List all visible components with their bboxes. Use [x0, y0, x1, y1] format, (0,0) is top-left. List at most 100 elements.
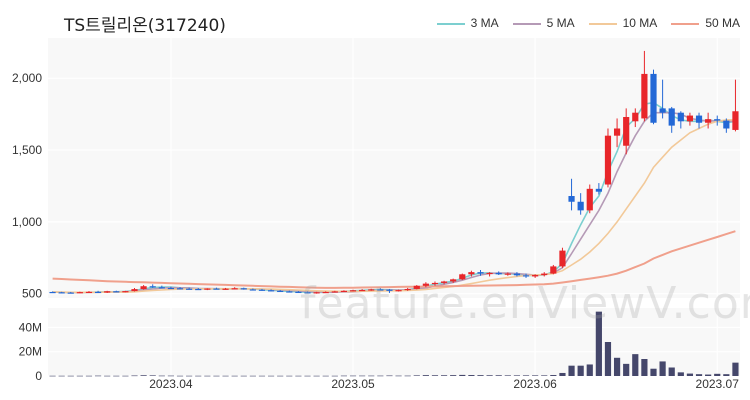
volume-bar: [413, 375, 420, 376]
candle-up: [140, 286, 147, 290]
volume-bar: [695, 374, 703, 376]
price-plot-area: [48, 38, 740, 298]
volume-bar: [431, 375, 439, 376]
volume-bar: [705, 374, 712, 376]
candle-down: [513, 273, 521, 276]
candle-up: [705, 119, 712, 123]
candle-down: [304, 292, 311, 294]
candle-down: [659, 108, 666, 113]
candle-up: [686, 115, 694, 122]
chart-legend: 3 MA 5 MA 10 MA 50 MA: [423, 16, 740, 30]
volume-bar: [113, 375, 120, 377]
volume-bar: [550, 375, 557, 376]
candle-down: [277, 290, 284, 293]
candle-down: [650, 73, 657, 123]
candle-down: [477, 272, 484, 274]
volume-bar: [104, 375, 111, 377]
legend-item: 3 MA: [436, 16, 499, 30]
volume-bar: [322, 375, 329, 377]
candle-down: [94, 291, 102, 294]
volume-bar: [58, 375, 65, 377]
volume-bar: [440, 375, 448, 376]
volume-bar: [450, 375, 457, 376]
candle-down: [258, 289, 266, 291]
candle-down: [568, 196, 575, 202]
candle-up: [340, 290, 348, 293]
volume-bar: [732, 362, 739, 376]
candle-up: [322, 291, 329, 294]
candle-up: [604, 135, 612, 185]
volume-bar: [659, 361, 666, 376]
volume-bar: [240, 375, 247, 377]
candle-up: [440, 281, 448, 283]
volume-bar: [541, 375, 548, 376]
candle-down: [176, 288, 184, 290]
volume-bar: [404, 375, 411, 377]
candle-up: [422, 283, 429, 286]
candle-up: [541, 273, 548, 276]
volume-bar: [714, 373, 721, 376]
candle-up: [732, 111, 739, 130]
volume-bar: [723, 374, 730, 376]
volume-bar: [559, 372, 566, 376]
legend-label: 10 MA: [622, 16, 658, 30]
candle-up: [368, 289, 375, 291]
volume-bar: [313, 375, 320, 377]
candle-up: [559, 250, 566, 267]
volume-bar: [641, 359, 648, 376]
candle-up: [431, 282, 439, 285]
candle-up: [623, 117, 630, 146]
legend-label: 3 MA: [470, 16, 499, 30]
volume-bar: [213, 375, 220, 377]
candle-down: [213, 288, 220, 290]
x-tick-label: 2023.05: [331, 377, 375, 391]
candle-down: [158, 287, 165, 289]
volume-bar: [422, 375, 429, 376]
legend-item: 50 MA: [671, 16, 740, 30]
candle-down: [386, 289, 393, 291]
price-y-tick-label: 500: [22, 287, 42, 301]
candle-up: [359, 289, 366, 292]
candle-down: [522, 275, 530, 277]
volume-bar: [522, 375, 530, 376]
candle-down: [668, 108, 675, 126]
candle-up: [76, 292, 83, 294]
volume-bar: [204, 375, 211, 377]
x-tick-label: 2023.07: [696, 377, 740, 391]
candle-up: [632, 112, 639, 122]
candle-up: [131, 289, 138, 292]
candle-up: [413, 285, 420, 289]
volume-bar: [495, 375, 502, 376]
candle-down: [495, 272, 502, 275]
candle-down: [267, 290, 275, 292]
watermark: feature.enViewV.com: [300, 278, 750, 329]
candle-up: [641, 73, 648, 119]
candle-up: [349, 290, 357, 292]
volume-bar: [532, 375, 539, 376]
candle-up: [395, 290, 402, 292]
candle-up: [613, 128, 621, 136]
volume-bar: [395, 375, 402, 377]
legend-label: 5 MA: [546, 16, 575, 30]
candle-down: [186, 288, 193, 290]
volume-bar: [632, 354, 639, 376]
legend-label: 50 MA: [705, 16, 740, 30]
volume-bar: [340, 375, 348, 377]
volume-bar: [613, 357, 621, 376]
price-y-tick-label: 1,000: [12, 215, 42, 229]
volume-bar: [595, 311, 602, 376]
volume-bar: [249, 375, 256, 377]
volume-bar: [686, 373, 694, 376]
volume-bar: [359, 375, 366, 377]
volume-bar: [195, 375, 202, 377]
candle-up: [204, 288, 211, 290]
volume-bar: [186, 375, 193, 377]
volume-bar: [468, 375, 475, 376]
volume-bar: [577, 365, 584, 376]
volume-bar: [122, 375, 129, 377]
volume-bar: [149, 375, 156, 376]
volume-bar: [67, 375, 74, 377]
legend-swatch: [436, 22, 465, 25]
